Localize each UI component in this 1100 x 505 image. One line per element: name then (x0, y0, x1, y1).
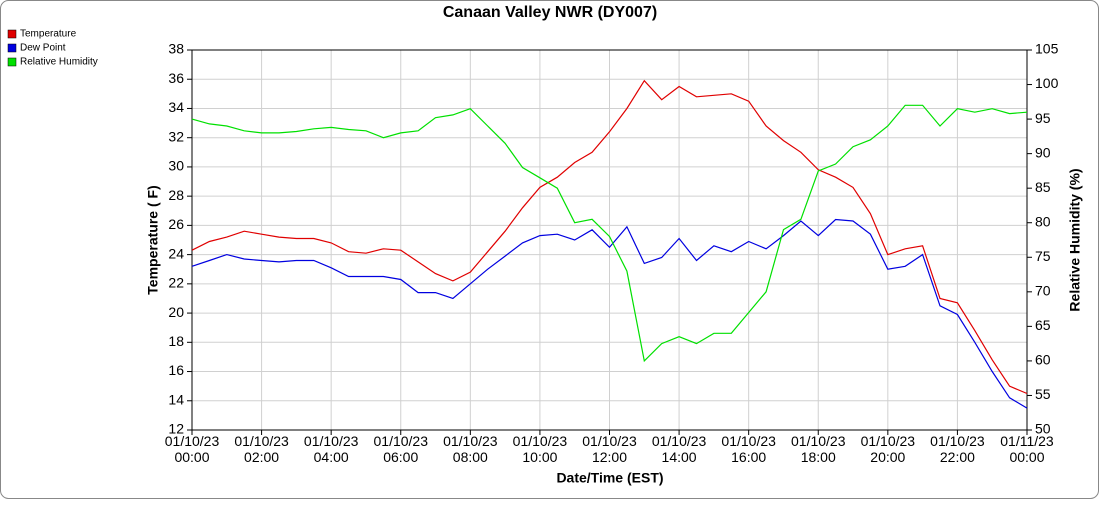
y-tick-label: 22 (168, 275, 184, 291)
x-axis-label: Date/Time (EST) (556, 470, 663, 486)
y2-tick-label: 80 (1035, 213, 1051, 229)
y2-tick-label: 60 (1035, 352, 1051, 368)
x-tick-label: 01/10/23 22:00 (930, 433, 985, 465)
legend-swatch (7, 29, 17, 39)
y2-tick-label: 100 (1035, 75, 1059, 91)
x-tick-label: 01/10/23 18:00 (791, 433, 846, 465)
x-tick-label: 01/11/23 00:00 (1000, 433, 1054, 465)
y2-tick-label: 90 (1035, 144, 1051, 160)
y2-tick-label: 65 (1035, 317, 1051, 333)
y2-tick-label: 55 (1035, 386, 1051, 402)
series-line (191, 218, 1028, 409)
legend-swatch (7, 43, 17, 53)
chart-title: Canaan Valley NWR (DY007) (443, 4, 657, 21)
y-tick-label: 24 (168, 245, 184, 261)
y2-axis-label: Relative Humidity (%) (1067, 168, 1083, 311)
y-axis-label: Temperature ( F) (145, 185, 161, 294)
x-tick-label: 01/10/23 02:00 (234, 433, 289, 465)
y-tick-label: 16 (168, 362, 184, 378)
y-tick-label: 36 (168, 70, 184, 86)
plot-border (191, 49, 1028, 431)
y2-tick-label: 105 (1035, 41, 1059, 57)
y-tick-label: 38 (168, 41, 184, 57)
y2-tick-label: 85 (1035, 179, 1051, 195)
x-tick-label: 01/10/23 12:00 (582, 433, 637, 465)
x-tick-label: 01/10/23 16:00 (721, 433, 776, 465)
y-tick-label: 28 (168, 187, 184, 203)
y2-tick-label: 95 (1035, 110, 1051, 126)
y-tick-label: 32 (168, 128, 184, 144)
y2-tick-label: 70 (1035, 283, 1051, 299)
legend-swatch (7, 57, 17, 67)
x-tick-label: 01/10/23 04:00 (304, 433, 359, 465)
series-line (191, 79, 1028, 395)
y2-tick-label: 75 (1035, 248, 1051, 264)
x-tick-label: 01/10/23 06:00 (374, 433, 429, 465)
legend-label: Dew Point (20, 43, 66, 54)
y-tick-label: 12 (168, 421, 184, 437)
x-tick-label: 01/10/23 00:00 (165, 433, 220, 465)
legend-label: Temperature (20, 29, 77, 40)
y-tick-label: 20 (168, 304, 184, 320)
y-tick-label: 14 (168, 391, 184, 407)
legend-label: Relative Humidity (20, 57, 98, 68)
y-tick-label: 18 (168, 333, 184, 349)
series-line (191, 104, 1028, 363)
y-tick-label: 34 (168, 99, 184, 115)
x-tick-label: 01/10/23 08:00 (443, 433, 498, 465)
x-tick-label: 01/10/23 10:00 (513, 433, 568, 465)
y-tick-label: 30 (168, 158, 184, 174)
x-tick-label: 01/10/23 14:00 (652, 433, 707, 465)
y2-tick-label: 50 (1035, 421, 1051, 437)
x-tick-label: 01/10/23 20:00 (861, 433, 916, 465)
y-tick-label: 26 (168, 216, 184, 232)
